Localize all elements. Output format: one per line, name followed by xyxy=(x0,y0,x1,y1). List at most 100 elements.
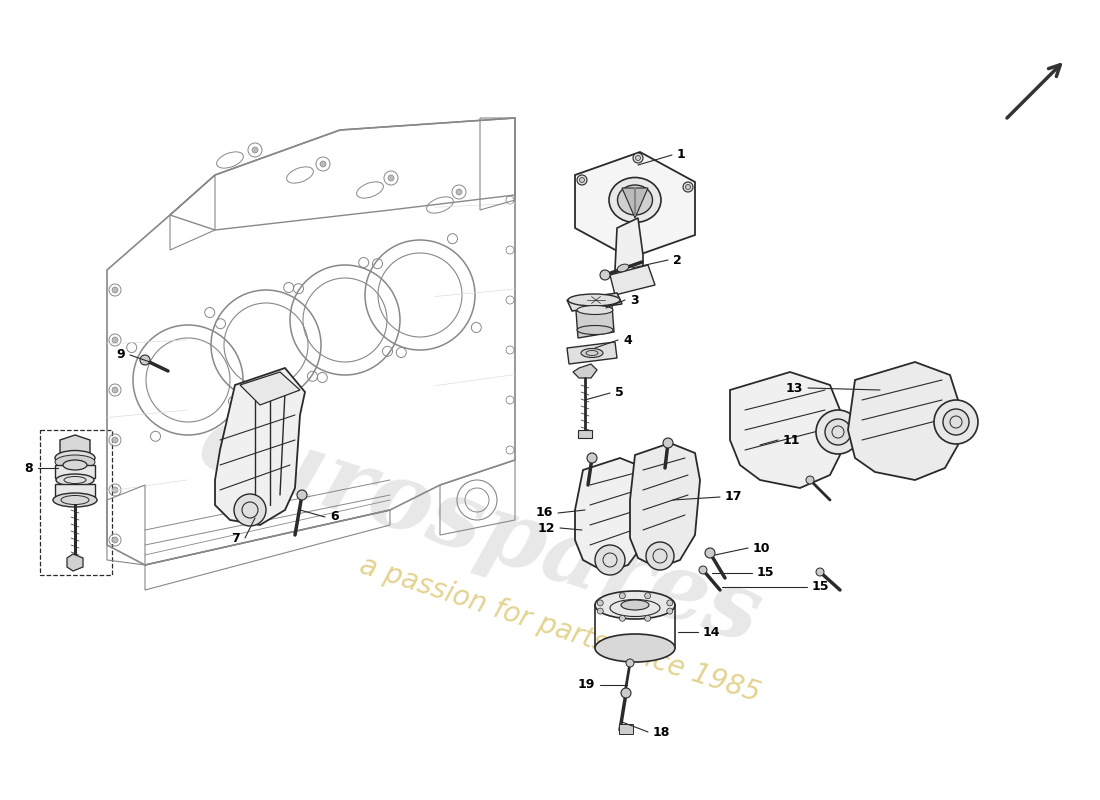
Circle shape xyxy=(140,355,150,365)
Circle shape xyxy=(623,247,632,257)
Ellipse shape xyxy=(56,474,94,486)
Circle shape xyxy=(646,542,674,570)
Ellipse shape xyxy=(55,455,95,469)
Text: 10: 10 xyxy=(754,542,770,554)
Polygon shape xyxy=(575,458,648,572)
Circle shape xyxy=(667,600,673,606)
Circle shape xyxy=(626,250,630,254)
Circle shape xyxy=(645,615,651,622)
Ellipse shape xyxy=(53,493,97,507)
Text: a passion for parts since 1985: a passion for parts since 1985 xyxy=(356,552,763,708)
Circle shape xyxy=(595,545,625,575)
Circle shape xyxy=(597,608,603,614)
Circle shape xyxy=(297,490,307,500)
Circle shape xyxy=(825,419,851,445)
Ellipse shape xyxy=(617,185,652,215)
Polygon shape xyxy=(575,152,695,258)
Circle shape xyxy=(578,175,587,185)
Ellipse shape xyxy=(595,634,675,662)
Circle shape xyxy=(112,387,118,393)
Circle shape xyxy=(705,548,715,558)
Circle shape xyxy=(626,659,634,667)
Circle shape xyxy=(645,593,651,598)
Circle shape xyxy=(621,688,631,698)
Text: 7: 7 xyxy=(231,531,240,545)
Polygon shape xyxy=(573,364,597,378)
Text: 14: 14 xyxy=(703,626,720,638)
Circle shape xyxy=(619,593,625,598)
Text: 15: 15 xyxy=(757,566,774,579)
Circle shape xyxy=(943,409,969,435)
Ellipse shape xyxy=(568,294,620,306)
Circle shape xyxy=(816,568,824,576)
Circle shape xyxy=(667,608,673,614)
Circle shape xyxy=(600,270,610,280)
Circle shape xyxy=(112,437,118,443)
Text: 5: 5 xyxy=(615,386,624,399)
Circle shape xyxy=(252,147,258,153)
Text: 4: 4 xyxy=(623,334,631,346)
Circle shape xyxy=(683,182,693,192)
Polygon shape xyxy=(630,443,700,568)
Circle shape xyxy=(685,185,691,190)
Circle shape xyxy=(597,600,603,606)
Ellipse shape xyxy=(595,591,675,619)
Circle shape xyxy=(698,566,707,574)
Text: 15: 15 xyxy=(812,581,829,594)
Circle shape xyxy=(619,615,625,622)
Circle shape xyxy=(456,189,462,195)
Text: 8: 8 xyxy=(24,462,33,474)
Circle shape xyxy=(934,400,978,444)
Circle shape xyxy=(806,476,814,484)
Polygon shape xyxy=(566,293,621,311)
Ellipse shape xyxy=(55,450,95,466)
Polygon shape xyxy=(578,430,592,438)
Circle shape xyxy=(112,487,118,493)
Polygon shape xyxy=(566,342,617,364)
Polygon shape xyxy=(55,465,95,478)
Circle shape xyxy=(112,537,118,543)
Polygon shape xyxy=(240,372,300,405)
Ellipse shape xyxy=(617,264,629,272)
Circle shape xyxy=(663,438,673,448)
Polygon shape xyxy=(615,218,644,290)
Polygon shape xyxy=(67,554,82,571)
Text: 19: 19 xyxy=(578,678,595,691)
Circle shape xyxy=(234,494,266,526)
Text: 1: 1 xyxy=(676,149,685,162)
Circle shape xyxy=(388,175,394,181)
Circle shape xyxy=(816,410,860,454)
Text: 16: 16 xyxy=(536,506,553,519)
Bar xyxy=(40,430,112,575)
Text: eurospares: eurospares xyxy=(188,397,772,663)
Circle shape xyxy=(636,155,640,161)
Polygon shape xyxy=(214,368,305,525)
Circle shape xyxy=(320,161,326,167)
Polygon shape xyxy=(848,362,958,480)
Polygon shape xyxy=(60,435,90,458)
Text: 3: 3 xyxy=(630,294,639,306)
Text: 13: 13 xyxy=(785,382,803,394)
Text: 11: 11 xyxy=(783,434,801,446)
Polygon shape xyxy=(576,305,614,338)
Circle shape xyxy=(112,287,118,293)
Text: 2: 2 xyxy=(673,254,682,266)
Ellipse shape xyxy=(621,600,649,610)
Text: 6: 6 xyxy=(330,510,339,523)
Text: 12: 12 xyxy=(538,522,556,534)
Text: 9: 9 xyxy=(117,349,125,362)
Polygon shape xyxy=(55,484,95,497)
Polygon shape xyxy=(730,372,840,488)
Ellipse shape xyxy=(578,326,613,334)
Ellipse shape xyxy=(609,178,661,222)
Circle shape xyxy=(580,178,584,182)
Circle shape xyxy=(587,453,597,463)
Text: 17: 17 xyxy=(725,490,742,503)
Ellipse shape xyxy=(581,349,603,358)
Circle shape xyxy=(632,153,644,163)
Circle shape xyxy=(112,337,118,343)
Ellipse shape xyxy=(578,306,613,314)
Polygon shape xyxy=(619,724,632,734)
Polygon shape xyxy=(621,188,648,218)
Text: 18: 18 xyxy=(653,726,670,738)
